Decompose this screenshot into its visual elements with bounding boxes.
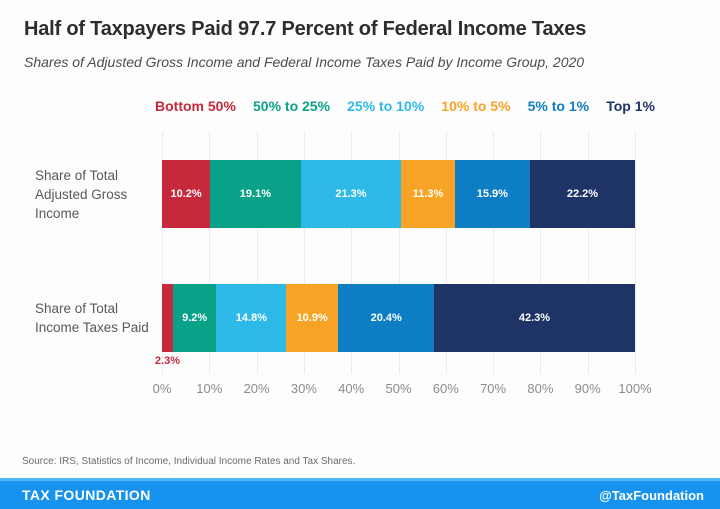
gridline	[351, 131, 353, 374]
stacked-bar: 9.2% 14.8% 10.9% 20.4% 42.3%	[162, 284, 635, 352]
x-axis-tick-label: 50%	[385, 381, 412, 396]
gridline	[540, 131, 542, 374]
x-axis-tick-label: 40%	[338, 381, 365, 396]
category-label-line: Income Taxes Paid	[35, 320, 149, 335]
segment-value-label: 21.3%	[335, 188, 367, 200]
chart-subtitle: Shares of Adjusted Gross Income and Fede…	[24, 54, 585, 70]
category-label-line: Adjusted Gross	[35, 187, 128, 202]
category-label: Share of Total Adjusted Gross Income	[35, 166, 155, 223]
chart-title: Half of Taxpayers Paid 97.7 Percent of F…	[24, 18, 587, 40]
x-axis-tick-label: 0%	[152, 381, 172, 396]
segment-value-label: 20.4%	[370, 312, 402, 324]
bar-segment: 10.2%	[162, 160, 211, 228]
bar-segment: 22.2%	[529, 160, 635, 228]
category-label-line: Share of Total	[35, 301, 119, 316]
bar-segment: 11.3%	[401, 160, 455, 228]
legend-item: 10% to 5%	[441, 98, 511, 114]
gridline	[445, 131, 447, 374]
gridline	[209, 131, 211, 374]
bar-segment: 14.8%	[216, 284, 287, 352]
segment-value-label: 15.9%	[476, 188, 508, 200]
legend-item: Bottom 50%	[155, 98, 236, 114]
segment-value-label: 11.3%	[412, 188, 444, 200]
bar-segment	[162, 284, 173, 352]
legend: Bottom 50% 50% to 25% 25% to 10% 10% to 5% 5…	[155, 98, 655, 114]
footer-bar: TAX FOUNDATION @TaxFoundation	[0, 481, 720, 509]
bar-segment: 42.3%	[434, 284, 635, 352]
category-label-line: Share of Total	[35, 168, 119, 183]
legend-item: Top 1%	[606, 98, 655, 114]
bar-segment: 21.3%	[300, 160, 402, 228]
segment-value-label: 22.2%	[566, 188, 599, 200]
footer-accent-strip	[0, 478, 720, 481]
bar-segment: 10.9%	[286, 284, 338, 352]
legend-item: 25% to 10%	[347, 98, 425, 114]
category-label-line: Income	[35, 206, 80, 221]
brand-name: TAX FOUNDATION	[22, 487, 151, 503]
category-label: Share of Total Income Taxes Paid	[35, 299, 155, 337]
x-axis-tick-label: 60%	[432, 381, 459, 396]
gridline	[162, 131, 163, 374]
bar-segment: 15.9%	[454, 160, 530, 228]
gridline	[493, 131, 495, 374]
x-axis-tick-label: 80%	[527, 381, 554, 396]
segment-value-label: 9.2%	[182, 312, 208, 324]
segment-value-label: 14.8%	[235, 312, 267, 324]
gridline	[635, 131, 636, 374]
x-axis-tick-label: 10%	[196, 381, 223, 396]
source-note: Source: IRS, Statistics of Income, Indiv…	[22, 456, 356, 467]
legend-item: 5% to 1%	[527, 98, 590, 114]
plot-area: 0% 10% 20% 30% 40% 50% 60% 70% 80% 90% 100% 10.2% 19…	[153, 131, 652, 396]
gridline	[587, 131, 589, 374]
bar-segment: 9.2%	[172, 284, 217, 352]
stacked-bar: 10.2% 19.1% 21.3% 11.3% 15.9% 22.2%	[162, 160, 635, 228]
segment-value-label: 19.1%	[239, 188, 271, 200]
gridline	[303, 131, 305, 374]
bar-segment: 20.4%	[337, 284, 435, 352]
segment-value-label-outside: 2.3%	[154, 355, 180, 367]
twitter-handle: @TaxFoundation	[599, 487, 704, 503]
x-axis-tick-label: 20%	[243, 381, 270, 396]
bar-segment: 19.1%	[210, 160, 301, 228]
gridline	[256, 131, 258, 374]
x-axis-tick-label: 90%	[574, 381, 601, 396]
segment-value-label: 42.3%	[518, 312, 551, 324]
segment-value-label: 10.2%	[170, 188, 202, 200]
x-axis-tick-label: 30%	[290, 381, 317, 396]
segment-value-label: 10.9%	[296, 312, 328, 324]
x-axis-tick-label: 70%	[480, 381, 507, 396]
legend-item: 50% to 25%	[253, 98, 331, 114]
x-axis-tick-label: 100%	[618, 381, 652, 396]
footer: TAX FOUNDATION @TaxFoundation	[0, 478, 720, 509]
gridline	[398, 131, 400, 374]
